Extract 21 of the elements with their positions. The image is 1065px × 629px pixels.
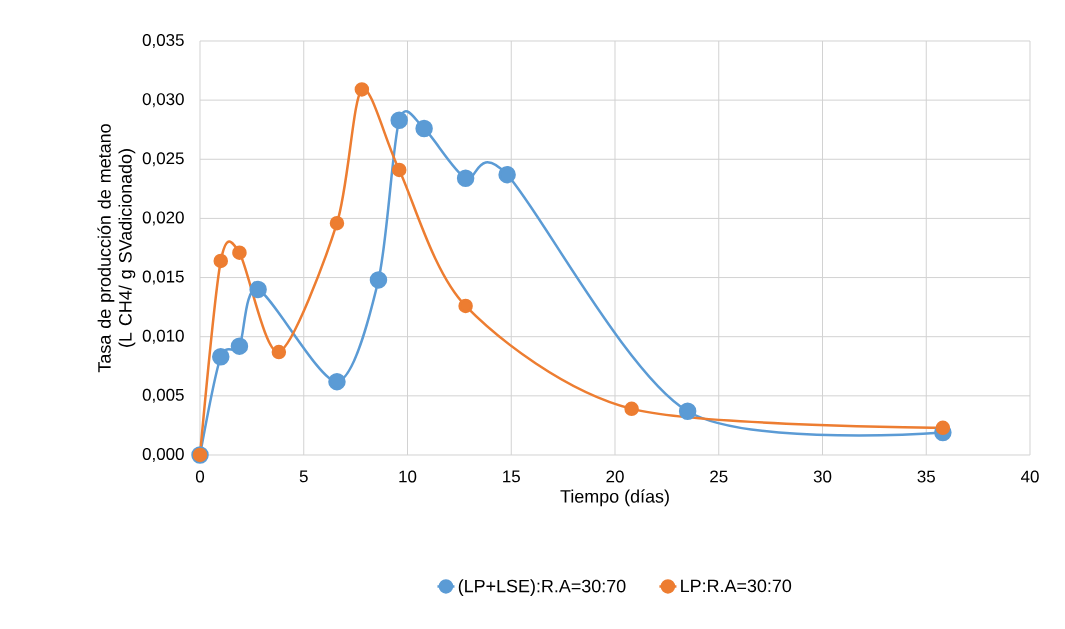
y-tick-label: 0,025 [142,152,184,167]
y-tick-label: 0,015 [142,270,184,285]
y-tick-label: 0,000 [142,447,184,462]
y-tick-label: 0,020 [142,211,184,226]
y-axis-title: Tasa de producción de metano (L CH4/ g SVadicionado) [97,124,136,373]
x-tick-label: 40 [1020,470,1039,483]
y-tick-label: 0,010 [142,329,184,344]
legend-label: LP:R.A=30:70 [681,579,792,593]
x-tick-label: 5 [299,470,308,483]
x-tick-label: 0 [195,470,205,483]
x-tick-label: 15 [503,470,520,483]
x-tick-label: 25 [710,470,728,483]
x-axis-title: Tiempo (días) [560,489,669,507]
x-tick-label: 10 [399,470,417,483]
y-tick-label: 0,030 [142,93,184,108]
y-tick-label: 0,005 [142,388,184,403]
x-tick-label: 30 [813,470,832,483]
y-tick-label: 0,035 [142,33,184,48]
legend-label: (LP+LSE):R.A=30:70 [458,579,626,596]
x-tick-label: 20 [606,470,624,483]
x-tick-label: 35 [917,470,935,483]
